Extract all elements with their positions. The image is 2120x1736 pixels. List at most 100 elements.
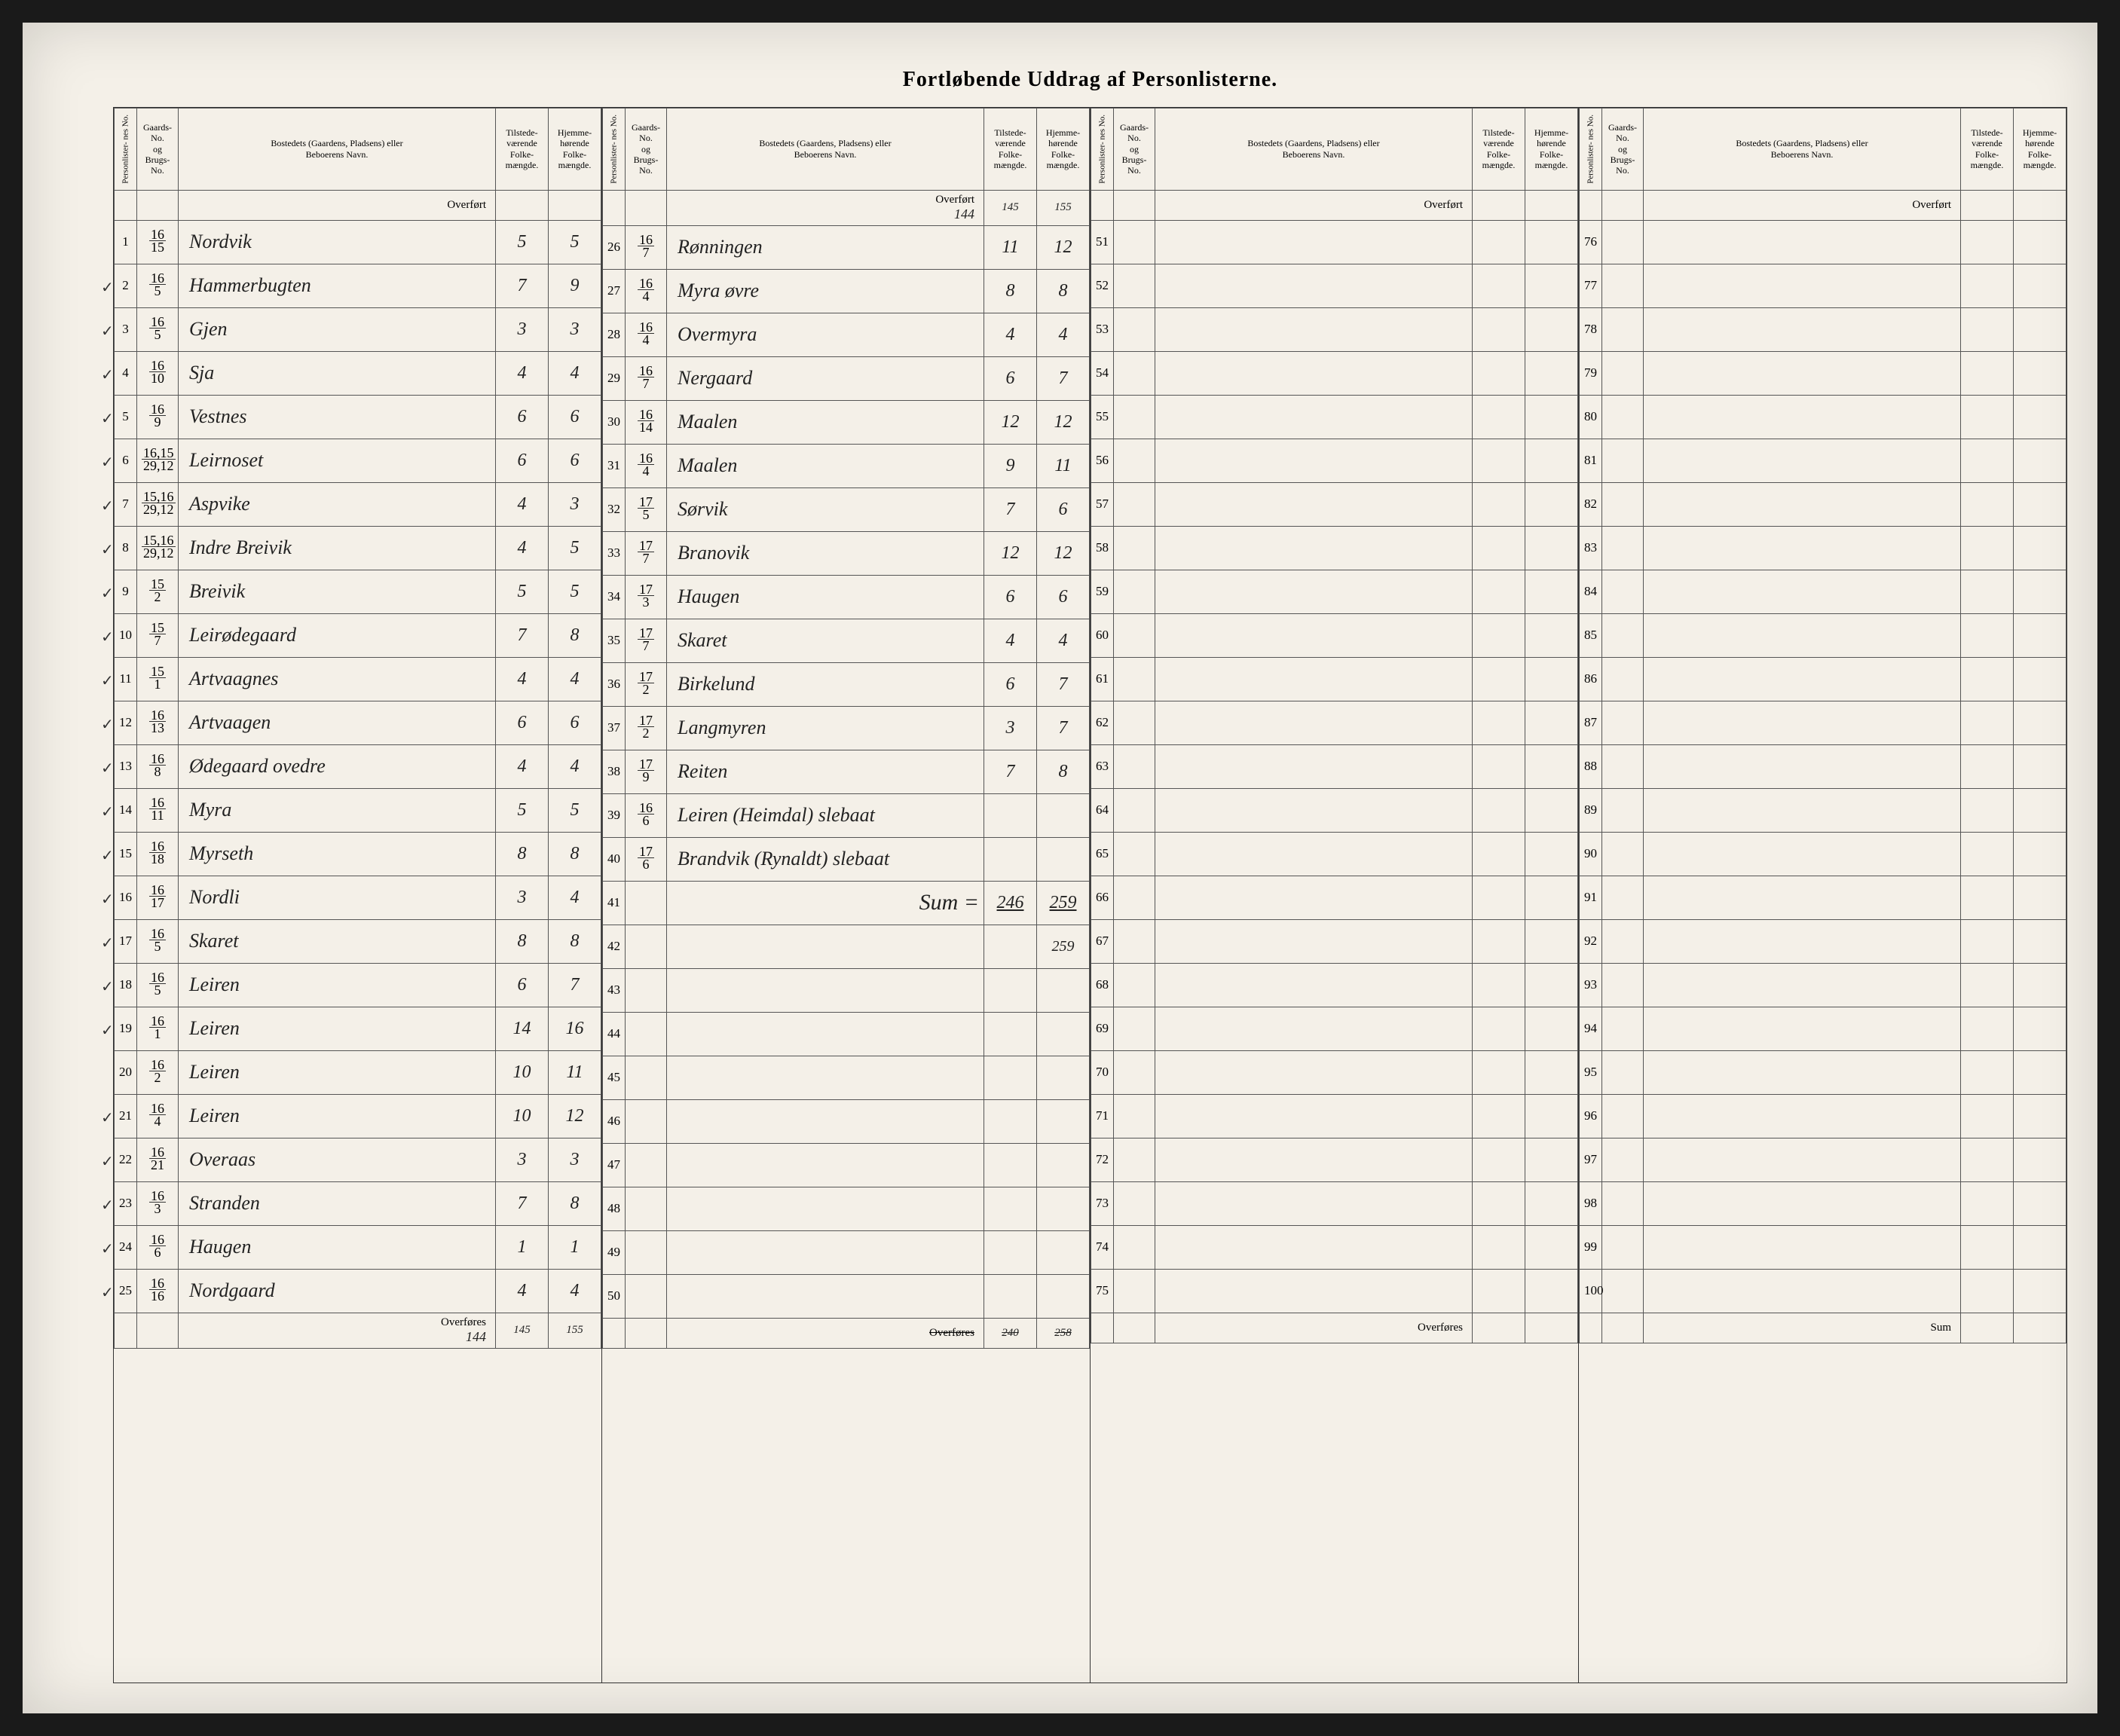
tilstede-value: 1 (496, 1225, 549, 1269)
table-row: ✓24 166 Haugen 1 1 (115, 1225, 601, 1269)
table-row: ✓10 157 Leirødegaard 7 8 (115, 613, 601, 657)
tilstede-value (984, 1056, 1037, 1099)
table-row: 42 259 (603, 925, 1090, 968)
overfort-hjemme: 155 (549, 1313, 601, 1348)
header-hjemme: Hjemme-hørendeFolke-mængde. (1037, 108, 1090, 191)
tilstede-value: 7 (496, 264, 549, 307)
table-row: ✓2 165 Hammerbugten 7 9 (115, 264, 601, 307)
table-row: 86 (1580, 657, 2066, 701)
gaards-no: 166 (626, 793, 667, 837)
table-row: 26 167 Rønningen 11 12 (603, 225, 1090, 269)
table-row: 72 (1091, 1138, 1578, 1181)
overfores-hjemme: 258 (1037, 1318, 1090, 1348)
overfort-hjemme (2014, 190, 2066, 220)
table-row: 66 (1091, 876, 1578, 919)
gaards-no: 168 (137, 744, 179, 788)
hjemme-value: 5 (549, 220, 601, 264)
bosted-name: Leiren (179, 1007, 496, 1050)
bosted-name: Vestnes (179, 395, 496, 439)
table-row: 48 (603, 1187, 1090, 1230)
row-number: 56 (1091, 439, 1114, 482)
table-row: 33 177 Branovik 12 12 (603, 531, 1090, 575)
table-row: ✓5 169 Vestnes 6 6 (115, 395, 601, 439)
header-bosted: Bostedets (Gaardens, Pladsens) ellerBebo… (667, 108, 984, 191)
overfort-hjemme (1525, 1313, 1578, 1343)
bosted-name (667, 968, 984, 1012)
hjemme-value: 4 (549, 744, 601, 788)
tilstede-value: 5 (496, 788, 549, 832)
row-number: 71 (1091, 1094, 1114, 1138)
hjemme-value: 6 (549, 701, 601, 744)
row-number: 67 (1091, 919, 1114, 963)
table-row: 81 (1580, 439, 2066, 482)
gaards-no: 164 (626, 444, 667, 487)
page-title: Fortløbende Uddrag af Personlisterne. (113, 68, 2067, 92)
row-number: ✓12 (115, 701, 137, 744)
gaards-no (626, 1143, 667, 1187)
row-number: ✓22 (115, 1138, 137, 1181)
row-number: 57 (1091, 482, 1114, 526)
bosted-name: Myrseth (179, 832, 496, 876)
table-row: 84 (1580, 570, 2066, 613)
row-number: ✓14 (115, 788, 137, 832)
tilstede-value: 6 (496, 439, 549, 482)
gaards-no: 15,1629,12 (137, 482, 179, 526)
row-number: 65 (1091, 832, 1114, 876)
bosted-name: Leiren (Heimdal) slebaat (667, 793, 984, 837)
tilstede-value: 3 (496, 307, 549, 351)
tilstede-value (984, 837, 1037, 881)
tilstede-value (984, 793, 1037, 837)
header-tilstede: Tilstede-værendeFolke-mængde. (1473, 108, 1525, 191)
table-row: 92 (1580, 919, 2066, 963)
overfort-row: Overføres (1091, 1313, 1578, 1343)
row-number: 95 (1580, 1050, 1602, 1094)
overfort-label: Overført (179, 190, 496, 220)
row-number: ✓10 (115, 613, 137, 657)
table-row: 32 175 Sørvik 7 6 (603, 487, 1090, 531)
bosted-name: Haugen (667, 575, 984, 619)
bosted-name: Nergaard (667, 356, 984, 400)
row-number: 97 (1580, 1138, 1602, 1181)
bosted-name: Overmyra (667, 313, 984, 356)
table-row: ✓13 168 Ødegaard ovedre 4 4 (115, 744, 601, 788)
row-number: 49 (603, 1230, 626, 1274)
bosted-name: Myra øvre (667, 269, 984, 313)
table-row: 50 (603, 1274, 1090, 1318)
bosted-name: Sja (179, 351, 496, 395)
gaards-no: 1610 (137, 351, 179, 395)
bosted-name: Reiten (667, 750, 984, 793)
gaards-no: 162 (137, 1050, 179, 1094)
row-number: 79 (1580, 351, 1602, 395)
overfores-row: Overføres 240 258 (603, 1318, 1090, 1348)
bosted-name (667, 1274, 984, 1318)
row-number: 96 (1580, 1094, 1602, 1138)
hjemme-value: 5 (549, 788, 601, 832)
tilstede-value: 4 (496, 657, 549, 701)
table-row: 89 (1580, 788, 2066, 832)
bosted-name: Brandvik (Rynaldt) slebaat (667, 837, 984, 881)
hjemme-value: 4 (1037, 619, 1090, 662)
gaards-no: 173 (626, 575, 667, 619)
table-row: 65 (1091, 832, 1578, 876)
bosted-name (667, 1099, 984, 1143)
row-number: 59 (1091, 570, 1114, 613)
row-number: 74 (1091, 1225, 1114, 1269)
overfort-row: Overført (115, 190, 601, 220)
row-number: 87 (1580, 701, 1602, 744)
header-bosted: Bostedets (Gaardens, Pladsens) ellerBebo… (1155, 108, 1473, 191)
row-number: 98 (1580, 1181, 1602, 1225)
hjemme-value: 6 (549, 395, 601, 439)
tilstede-value: 11 (984, 225, 1037, 269)
row-number: ✓21 (115, 1094, 137, 1138)
table-row: 37 172 Langmyren 3 7 (603, 706, 1090, 750)
ledger-table-2: Personlister- nes No. Gaards-No.ogBrugs-… (602, 108, 1090, 1349)
overfort-row: Overført144 145 155 (603, 190, 1090, 225)
gaards-no: 1617 (137, 876, 179, 919)
row-number: 62 (1091, 701, 1114, 744)
table-row: 99 (1580, 1225, 2066, 1269)
table-header: Personlister- nes No. Gaards-No.ogBrugs-… (1091, 108, 1578, 191)
table-row: 1 1615 Nordvik 5 5 (115, 220, 601, 264)
table-row: 63 (1091, 744, 1578, 788)
row-number: 55 (1091, 395, 1114, 439)
hjemme-value: 11 (1037, 444, 1090, 487)
